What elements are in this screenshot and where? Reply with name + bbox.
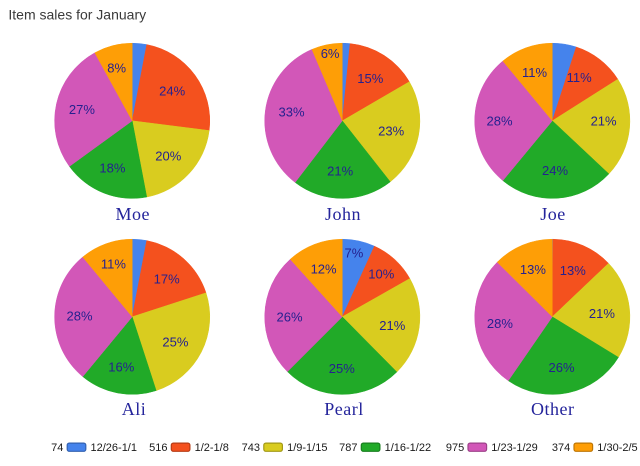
svg-text:28%: 28% <box>486 114 512 129</box>
svg-text:Pearl: Pearl <box>324 399 363 419</box>
svg-text:18%: 18% <box>99 161 125 176</box>
svg-text:21%: 21% <box>327 163 353 178</box>
svg-text:26%: 26% <box>276 310 302 325</box>
svg-text:10%: 10% <box>368 266 394 281</box>
svg-text:975: 975 <box>446 442 464 454</box>
svg-text:12%: 12% <box>311 262 337 277</box>
svg-text:25%: 25% <box>329 361 355 376</box>
svg-text:24%: 24% <box>542 163 568 178</box>
svg-text:Item sales for January: Item sales for January <box>8 6 146 22</box>
svg-text:20%: 20% <box>155 149 181 164</box>
svg-text:516: 516 <box>149 442 167 454</box>
svg-text:12/26-1/1: 12/26-1/1 <box>91 442 137 454</box>
svg-text:1/2-1/8: 1/2-1/8 <box>195 442 229 454</box>
svg-text:11%: 11% <box>522 65 547 80</box>
svg-text:15%: 15% <box>357 71 383 86</box>
svg-text:13%: 13% <box>520 262 546 277</box>
svg-text:11%: 11% <box>101 257 126 272</box>
svg-text:Ali: Ali <box>122 399 147 419</box>
svg-text:21%: 21% <box>591 114 617 129</box>
svg-text:7%: 7% <box>345 246 364 261</box>
svg-text:33%: 33% <box>278 105 304 120</box>
svg-text:23%: 23% <box>378 124 404 139</box>
svg-text:John: John <box>325 204 361 224</box>
svg-text:374: 374 <box>552 442 570 454</box>
svg-text:21%: 21% <box>589 306 615 321</box>
svg-text:1/30-2/5: 1/30-2/5 <box>597 442 637 454</box>
svg-text:25%: 25% <box>162 335 188 350</box>
svg-text:16%: 16% <box>108 359 134 374</box>
svg-text:Joe: Joe <box>540 204 566 224</box>
svg-text:28%: 28% <box>487 316 513 331</box>
svg-text:26%: 26% <box>548 360 574 375</box>
svg-text:28%: 28% <box>66 309 92 324</box>
svg-text:787: 787 <box>339 442 357 454</box>
svg-text:21%: 21% <box>379 318 405 333</box>
svg-text:6%: 6% <box>321 46 340 61</box>
svg-text:Moe: Moe <box>116 204 151 224</box>
svg-text:1/23-1/29: 1/23-1/29 <box>491 442 537 454</box>
svg-text:24%: 24% <box>159 84 185 99</box>
svg-text:17%: 17% <box>154 272 180 287</box>
svg-text:74: 74 <box>51 442 63 454</box>
svg-text:Other: Other <box>531 399 574 419</box>
svg-text:8%: 8% <box>107 60 126 75</box>
svg-text:13%: 13% <box>560 263 586 278</box>
svg-text:1/16-1/22: 1/16-1/22 <box>385 442 431 454</box>
svg-text:11%: 11% <box>567 70 592 85</box>
svg-text:27%: 27% <box>69 102 95 117</box>
svg-text:743: 743 <box>242 442 260 454</box>
svg-text:1/9-1/15: 1/9-1/15 <box>287 442 327 454</box>
